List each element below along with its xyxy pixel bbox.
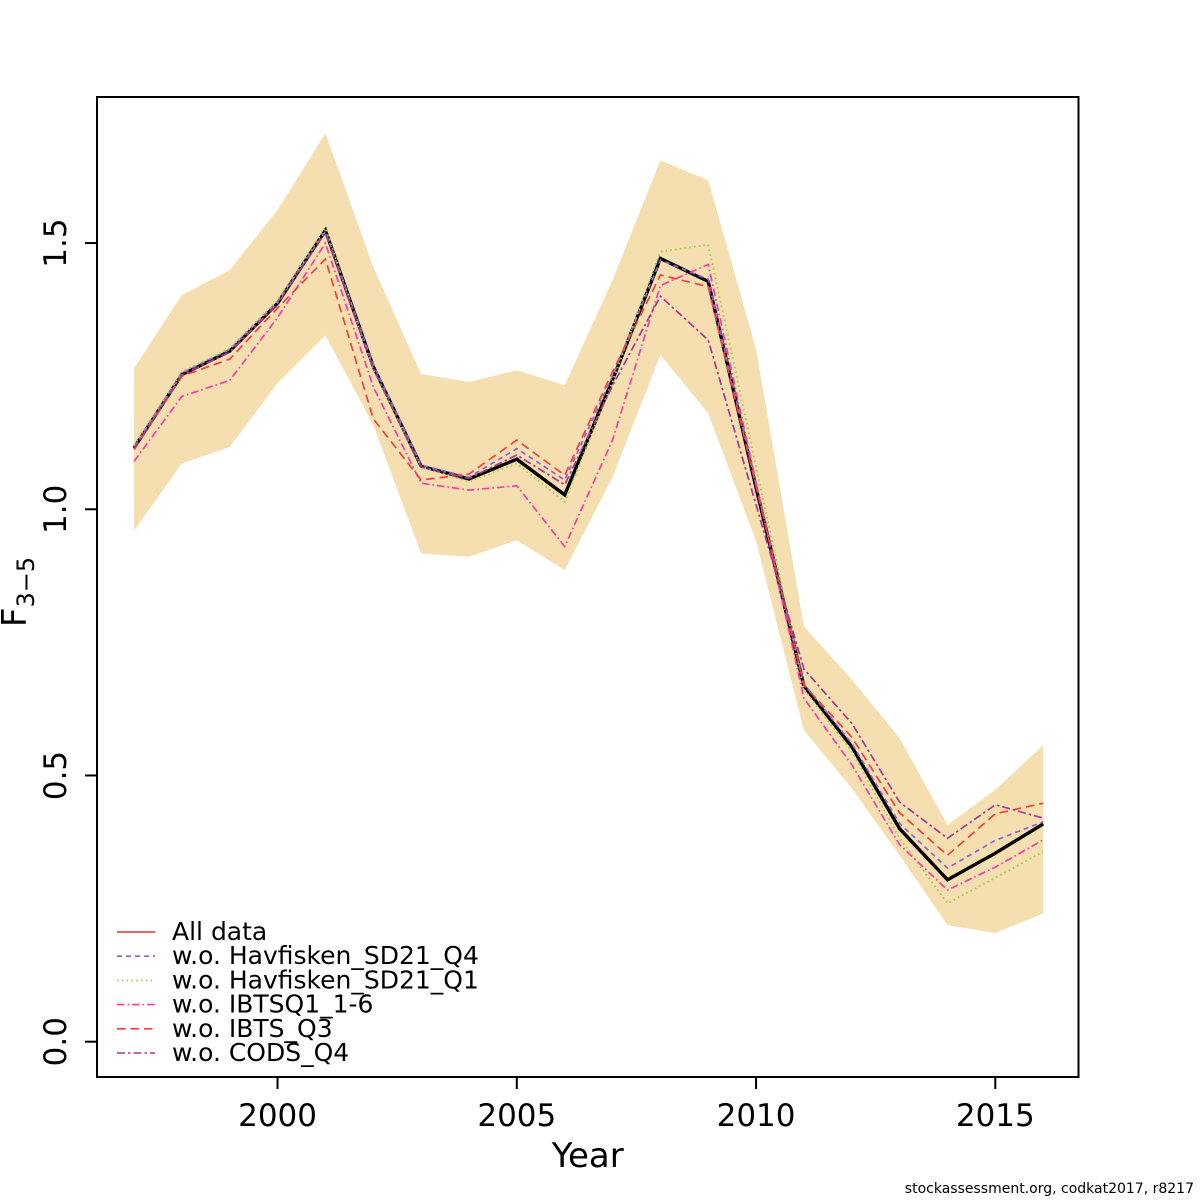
footer-credit: stockassessment.org, codkat2017, r8217 xyxy=(904,1181,1194,1197)
x-axis-tick-label: 2005 xyxy=(477,1098,556,1134)
legend-label: All data xyxy=(172,917,267,946)
y-axis-tick-label: 1.0 xyxy=(38,485,74,534)
legend-entry-all-data: All data xyxy=(117,917,267,946)
plot-frame xyxy=(96,96,1080,1078)
x-axis-title: Year xyxy=(551,1136,624,1176)
x-axis-tick-label: 2000 xyxy=(238,1098,317,1134)
series-line-wo-ibts-q3 xyxy=(133,257,1044,857)
legend-label: w.o. CODS_Q4 xyxy=(172,1038,349,1067)
legend-label: w.o. IBTSQ1_1-6 xyxy=(172,990,373,1019)
legend-entry-wo-cods-q4: w.o. CODS_Q4 xyxy=(117,1038,349,1067)
series-line-base-run xyxy=(132,226,1045,882)
series-line-wo-havfisken-sd21-q1 xyxy=(133,225,1044,905)
legend-label: w.o. Havfisken_SD21_Q4 xyxy=(172,941,479,970)
x-axis-tick-label: 2015 xyxy=(956,1098,1035,1134)
series-line-wo-cods-q4 xyxy=(133,230,1044,840)
legend-label: w.o. IBTS_Q3 xyxy=(172,1014,333,1043)
y-axis-tick-label: 0.5 xyxy=(38,751,74,800)
y-axis-title: F3−5 xyxy=(0,557,40,627)
x-axis-tick-label: 2010 xyxy=(717,1098,796,1134)
legend-entry-wo-ibtsq1-1-6: w.o. IBTSQ1_1-6 xyxy=(117,990,373,1019)
legend-label: w.o. Havfisken_SD21_Q1 xyxy=(172,965,479,994)
confidence-band xyxy=(134,133,1044,934)
legend-entry-wo-havfisken-sd21-q4: w.o. Havfisken_SD21_Q4 xyxy=(117,941,479,970)
y-axis-tick-label: 0.0 xyxy=(38,1017,74,1066)
y-axis-tick-label: 1.5 xyxy=(38,218,74,267)
legend-entry-wo-havfisken-sd21-q1: w.o. Havfisken_SD21_Q1 xyxy=(117,965,479,994)
legend-entry-wo-ibts-q3: w.o. IBTS_Q3 xyxy=(117,1014,333,1043)
series-line-wo-havfisken-sd21-q4 xyxy=(133,229,1044,870)
series-line-wo-ibtsq1-1-6 xyxy=(133,241,1044,892)
